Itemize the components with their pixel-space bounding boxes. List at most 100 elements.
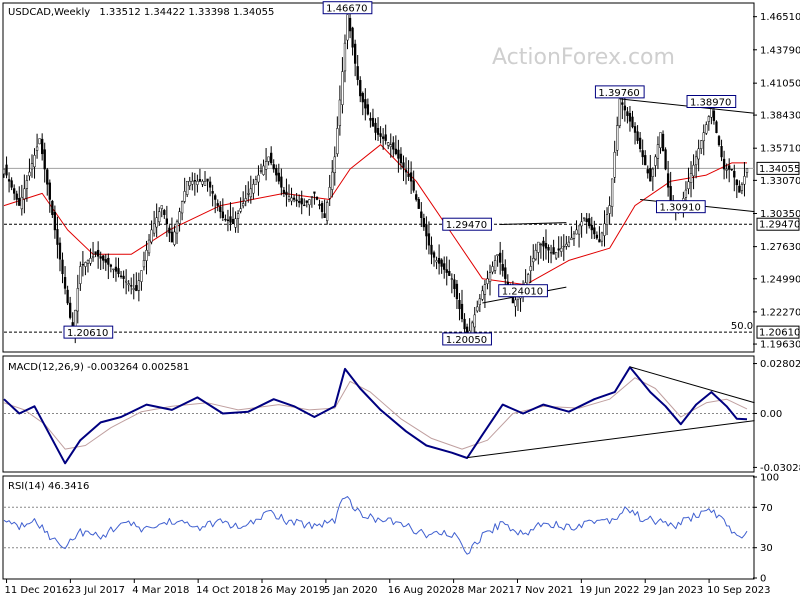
candle-body bbox=[527, 274, 530, 286]
candle-body bbox=[374, 122, 377, 133]
time-axis-label: 26 May 2019 bbox=[260, 585, 325, 596]
candle-body bbox=[460, 303, 464, 320]
candle-body bbox=[710, 108, 713, 118]
candle-body bbox=[270, 152, 273, 164]
candle-body bbox=[356, 66, 359, 80]
symbol-timeframe: USDCAD,Weekly bbox=[8, 7, 90, 18]
ohlc-values: 1.33512 1.34422 1.33398 1.34055 bbox=[99, 7, 274, 18]
candle-body bbox=[654, 156, 657, 166]
candle-body bbox=[743, 176, 746, 185]
candle-body bbox=[613, 151, 616, 178]
candle-body bbox=[585, 218, 588, 223]
candle-body bbox=[104, 259, 107, 263]
candle-body bbox=[666, 173, 670, 188]
candle-body bbox=[605, 214, 609, 225]
candle-body bbox=[407, 173, 410, 177]
price-trendline bbox=[500, 222, 567, 225]
candle-body bbox=[132, 288, 135, 290]
time-axis: 11 Dec 2016 23 Jul 2017 4 Mar 2018 14 Oct 2… bbox=[5, 579, 770, 596]
candle-body bbox=[572, 233, 576, 239]
candle-body bbox=[107, 257, 110, 265]
candle-body bbox=[66, 289, 69, 304]
price-axis-label: 1.35710 bbox=[760, 144, 800, 155]
candle-body bbox=[404, 169, 408, 173]
candle-body bbox=[659, 132, 662, 148]
candle-body bbox=[504, 267, 507, 279]
candle-body bbox=[583, 217, 586, 219]
candle-body bbox=[56, 229, 59, 245]
macd-main-line bbox=[3, 366, 748, 465]
rsi-axis-label: 70 bbox=[760, 503, 773, 514]
price-axis-label: 1.24990 bbox=[760, 274, 800, 285]
candle-body bbox=[333, 156, 336, 173]
candle-body bbox=[336, 128, 339, 155]
candle-body bbox=[402, 162, 405, 168]
macd-title: MACD(12,26,9) -0.003264 0.002581 bbox=[8, 362, 189, 373]
candle-body bbox=[140, 270, 143, 282]
candle-body bbox=[191, 180, 194, 185]
candle-body bbox=[221, 211, 224, 219]
price-axis-label: 1.41050 bbox=[760, 79, 800, 90]
candle-body bbox=[89, 258, 92, 264]
candle-body bbox=[547, 247, 550, 251]
candle-body bbox=[733, 170, 736, 178]
rsi-axis: 100 70 30 0 bbox=[753, 473, 779, 585]
macd-panel-frame bbox=[2, 355, 755, 473]
candle-body bbox=[257, 174, 260, 183]
candle-body bbox=[427, 233, 431, 246]
candle-body bbox=[420, 211, 423, 219]
candle-body bbox=[249, 188, 252, 198]
price-annotation-label: 1.24010 bbox=[502, 287, 543, 298]
candle-body bbox=[109, 264, 113, 267]
rsi-levels bbox=[4, 506, 754, 549]
candle-body bbox=[539, 243, 543, 246]
candle-body bbox=[219, 206, 222, 212]
candle-body bbox=[262, 165, 265, 175]
candle-body bbox=[430, 244, 433, 255]
candle-body bbox=[738, 185, 741, 193]
time-axis-label: 19 Jun 2022 bbox=[579, 585, 639, 596]
candle-body bbox=[84, 262, 87, 267]
rsi-axis-label: 30 bbox=[760, 543, 773, 554]
candle-body bbox=[137, 280, 141, 291]
candle-body bbox=[445, 269, 448, 273]
price-annotation-label: 1.46670 bbox=[326, 4, 367, 15]
candle-body bbox=[496, 254, 499, 257]
candle-body bbox=[287, 196, 291, 200]
candle-body bbox=[646, 169, 649, 174]
price-level-tag bbox=[756, 217, 800, 231]
rsi-line bbox=[3, 496, 748, 555]
candle-body bbox=[458, 300, 461, 310]
price-axis-label: 1.38430 bbox=[760, 111, 800, 122]
candle-body bbox=[175, 221, 179, 234]
candle-body bbox=[180, 201, 184, 214]
candle-body bbox=[351, 27, 354, 48]
candle-body bbox=[644, 155, 647, 166]
candle-body bbox=[633, 126, 637, 133]
price-level-tag-label: 1.34055 bbox=[759, 164, 800, 175]
candle-body bbox=[740, 184, 744, 191]
price-annotation-box bbox=[322, 1, 373, 15]
time-axis-label: 14 Oct 2018 bbox=[196, 585, 258, 596]
candle-body bbox=[384, 134, 387, 141]
candle-body bbox=[285, 191, 288, 196]
candle-body bbox=[259, 170, 263, 172]
candle-body bbox=[79, 266, 82, 284]
candle-body bbox=[86, 260, 90, 264]
candle-body bbox=[432, 252, 436, 258]
price-levels bbox=[4, 167, 754, 333]
candle-body bbox=[537, 241, 540, 253]
candle-body bbox=[590, 225, 593, 231]
candle-body bbox=[364, 99, 367, 109]
macd-trendlines bbox=[467, 366, 755, 459]
candle-body bbox=[13, 188, 16, 194]
candle-body bbox=[697, 148, 700, 160]
candle-body bbox=[211, 191, 214, 194]
candle-body bbox=[231, 218, 235, 225]
candle-body bbox=[588, 218, 591, 227]
candle-body bbox=[389, 144, 392, 147]
rsi-line bbox=[3, 496, 748, 555]
candle-body bbox=[725, 168, 728, 171]
candle-body bbox=[305, 200, 308, 203]
